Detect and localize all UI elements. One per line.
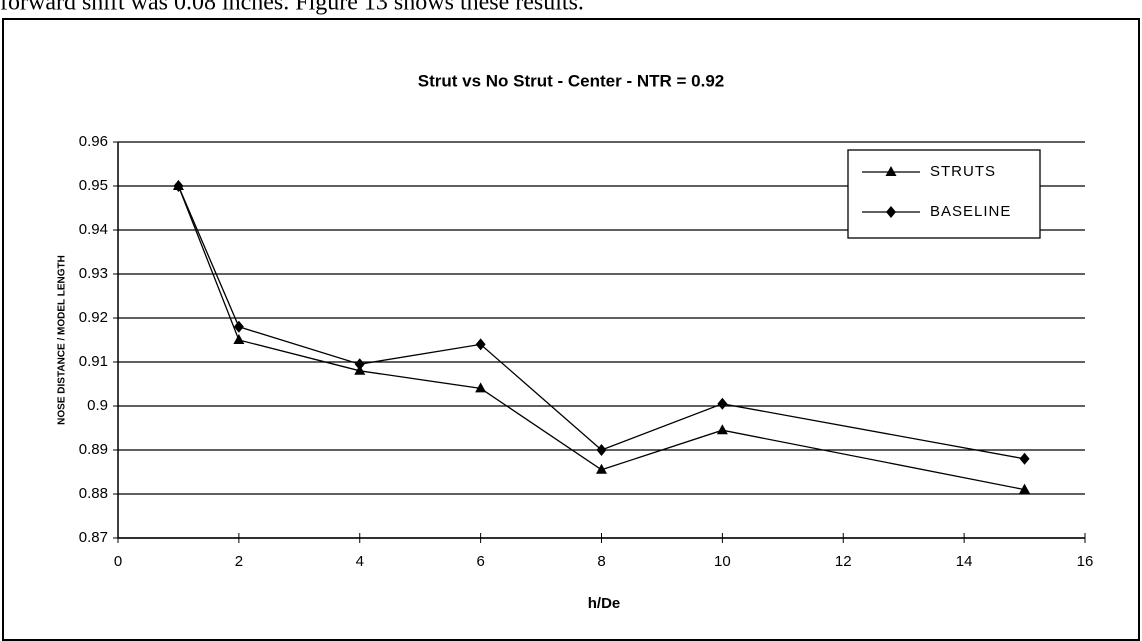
x-tick-label: 10 <box>714 553 731 570</box>
legend-marker <box>885 166 897 176</box>
x-tick-label: 12 <box>835 553 852 570</box>
x-tick-label: 0 <box>114 553 122 570</box>
x-tick-label: 8 <box>597 553 605 570</box>
data-point <box>596 463 607 474</box>
data-point <box>716 424 728 435</box>
x-tick-label: 2 <box>235 553 243 570</box>
data-point <box>1019 452 1030 465</box>
chart-frame <box>2 18 1140 641</box>
chart-title: Strut vs No Strut - Center - NTR = 0.92 <box>418 71 725 90</box>
data-point <box>173 180 184 192</box>
x-axis-label: h/De <box>588 595 621 612</box>
x-tick-label: 16 <box>1077 553 1094 570</box>
legend-marker <box>886 206 896 218</box>
x-tick-label: 4 <box>356 553 364 570</box>
data-point <box>233 320 244 333</box>
y-tick-label: 0.94 <box>79 221 108 238</box>
y-tick-label: 0.89 <box>79 441 108 458</box>
data-point <box>1019 483 1031 494</box>
legend-box <box>847 149 1041 239</box>
data-point <box>354 358 365 371</box>
y-tick-label: 0.9 <box>87 397 108 414</box>
x-tick-label: 14 <box>956 553 973 570</box>
y-tick-label: 0.93 <box>79 265 108 282</box>
data-point <box>233 334 245 344</box>
data-point <box>596 444 607 456</box>
caption: forward shift was 0.08 inches. Figure 13… <box>0 0 584 16</box>
y-tick-label: 0.96 <box>79 133 108 150</box>
x-tick-label: 6 <box>476 553 484 570</box>
data-point <box>717 397 728 410</box>
y-tick-label: 0.91 <box>79 353 108 370</box>
y-tick-label: 0.87 <box>79 529 108 546</box>
legend-label: BASELINE <box>930 203 1011 220</box>
data-point <box>475 338 486 351</box>
y-tick-label: 0.88 <box>79 485 108 502</box>
y-tick-label: 0.92 <box>79 309 108 326</box>
legend-label: STRUTS <box>930 163 996 180</box>
data-point <box>475 382 487 393</box>
y-axis-label: NOSE DISTANCE / MODEL LENGTH <box>57 255 68 425</box>
y-tick-label: 0.95 <box>79 177 108 194</box>
